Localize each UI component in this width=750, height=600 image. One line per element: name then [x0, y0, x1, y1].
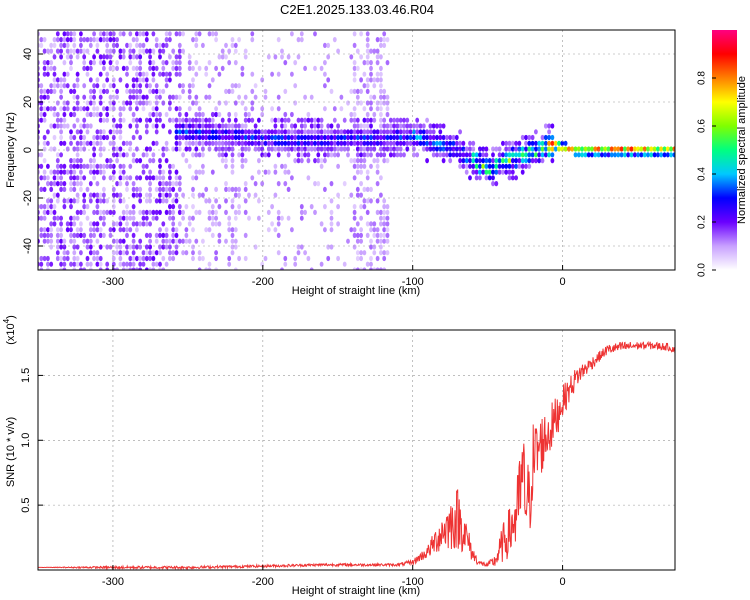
- snr-frame: [37, 329, 676, 571]
- spectrogram-y-label: Frequency (Hz): [5, 112, 17, 188]
- spectrogram-gridlines: [38, 30, 675, 270]
- spectrogram-x-tick-label: -200: [252, 276, 274, 288]
- colorbar-tick-label: 0.6: [697, 119, 708, 133]
- spectrogram-y-tick-label: 20: [22, 96, 34, 108]
- snr-x-tick-label: -300: [102, 576, 124, 588]
- spectrogram-x-ticks: -300 -200 -100 0: [102, 265, 566, 288]
- colorbar-label: Normalized spectral amplitude: [736, 76, 748, 224]
- colorbar-ticks: 0.0 0.2 0.4 0.6 0.8: [697, 71, 716, 277]
- snr-x-label: Height of straight line (km): [292, 585, 420, 597]
- colorbar-tick-label: 0.4: [697, 167, 708, 181]
- spectrogram-x-tick-label: -100: [402, 276, 424, 288]
- spectrogram-y-ticks: -40 -20 0 20 40: [22, 48, 43, 254]
- colorbar-tick-label: 0.0: [697, 263, 708, 277]
- colorbar-scale: [712, 30, 737, 270]
- snr-panel: -300 -200 -100 0 0.5 1.0 1.5 Height of straig…: [2, 315, 676, 597]
- figure-title: C2E1.2025.133.03.46.R04: [280, 2, 434, 17]
- snr-y-tick-label: 1.0: [20, 433, 32, 448]
- snr-x-ticks: -300 -200 -100 0: [102, 565, 566, 588]
- snr-series-line: [38, 340, 675, 570]
- spectrogram-y-tick-label: -20: [22, 190, 34, 206]
- colorbar-tick-label: 0.2: [697, 215, 708, 229]
- colorbar-tick-label: 0.8: [697, 71, 708, 85]
- spectrogram-y-tick-label: 0: [22, 147, 34, 153]
- snr-x-tick-label: -200: [252, 576, 274, 588]
- spectrogram-x-tick-label: 0: [560, 276, 566, 288]
- spectrogram-x-label: Height of straight line (km): [292, 285, 420, 297]
- snr-y-label: SNR (10 * v/v): [5, 417, 17, 487]
- spectrogram-y-tick-label: -40: [22, 238, 34, 254]
- snr-x-tick-label: -100: [402, 576, 424, 588]
- snr-gridlines: [38, 330, 675, 570]
- snr-y-ticks: 0.5 1.0 1.5: [20, 368, 43, 513]
- snr-plot-area: [38, 330, 675, 570]
- spectrogram-cells: [38, 31, 675, 270]
- snr-y-multiplier: (x104): [2, 315, 17, 345]
- spectrogram-y-tick-label: 40: [22, 48, 34, 60]
- snr-y-tick-label: 1.5: [20, 368, 32, 383]
- colorbar: 0.0 0.2 0.4 0.6 0.8 Normalized spectral ampl…: [697, 30, 748, 277]
- snr-y-tick-label: 0.5: [20, 497, 32, 512]
- snr-x-tick-label: 0: [560, 576, 566, 588]
- spectrogram-x-tick-label: -300: [102, 276, 124, 288]
